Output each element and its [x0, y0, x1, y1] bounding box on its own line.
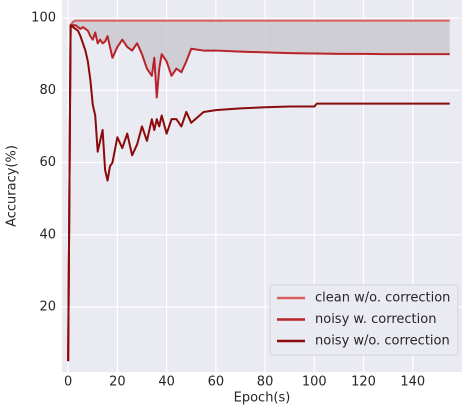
y-tick-label: 20 [39, 299, 56, 314]
x-tick-label: 120 [351, 375, 376, 390]
x-tick-label: 40 [158, 375, 175, 390]
legend-label: noisy w. correction [315, 312, 436, 327]
y-tick-label: 60 [39, 155, 56, 170]
x-tick-label: 80 [257, 375, 274, 390]
x-tick-label: 60 [208, 375, 225, 390]
x-tick-label: 140 [400, 375, 425, 390]
data-line [67, 24, 450, 362]
y-tick-label: 100 [31, 11, 56, 26]
y-tick-label: 40 [39, 227, 56, 242]
data-line [67, 19, 450, 362]
legend-box [269, 284, 459, 356]
x-axis-label: Epoch(s) [234, 391, 291, 406]
x-tick-label: 0 [64, 375, 72, 390]
y-tick-label: 80 [39, 83, 56, 98]
data-line [67, 24, 450, 362]
x-tick-label: 100 [302, 375, 327, 390]
y-axis-label: Accuracy(%) [5, 145, 20, 227]
legend-label: noisy w/o. correction [315, 334, 450, 349]
legend-label: clean w/o. correction [315, 291, 450, 306]
x-tick-label: 20 [109, 375, 126, 390]
